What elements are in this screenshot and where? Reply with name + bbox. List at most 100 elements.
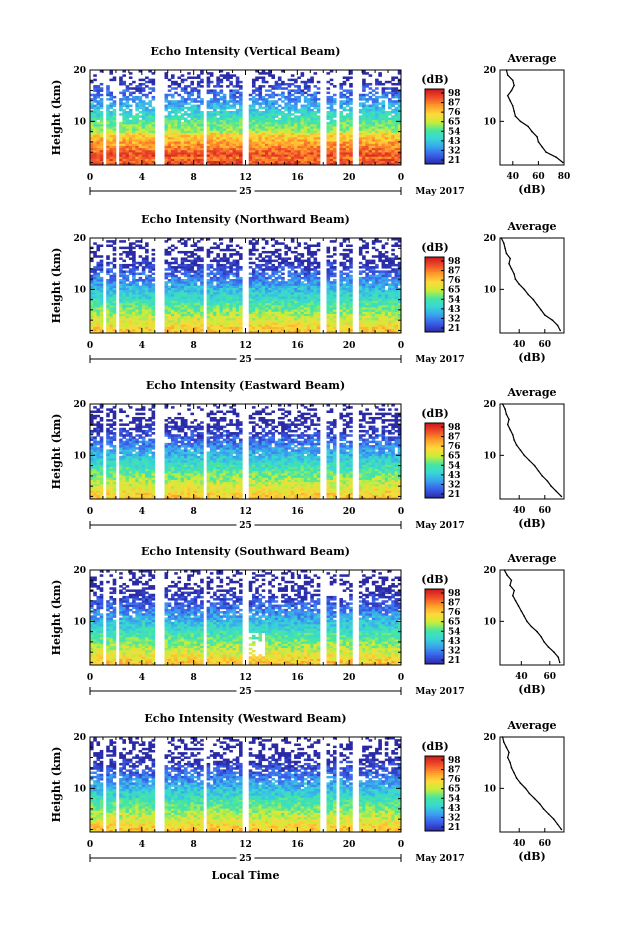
heatmap-cell [262,277,266,280]
heatmap-cell [262,322,266,325]
heatmap-cell [171,288,175,291]
heatmap-cell [229,255,233,258]
heatmap-cell [93,318,97,321]
heatmap-cell [226,150,230,153]
heatmap-cell [304,81,308,84]
heatmap-cell [294,139,298,142]
heatmap-cell [213,113,217,116]
heatmap-cell [284,137,288,140]
heatmap-cell [301,94,305,97]
heatmap-cell [93,141,97,144]
heatmap-cell [106,292,110,295]
heatmap-cell [220,290,224,293]
heatmap-cell [93,329,97,332]
heatmap-cell [297,141,301,144]
colorbar-tick-label: 76 [448,108,461,118]
heatmap-cell [113,303,117,306]
heatmap-cell [122,94,126,97]
heatmap-cell [378,111,382,114]
heatmap-cell [109,270,113,273]
heatmap-cell [294,316,298,319]
heatmap-cell [90,327,94,330]
heatmap-cell [126,124,130,127]
heatmap-cell [236,303,240,306]
heatmap-cell [220,294,224,297]
heatmap-cell [304,152,308,155]
heatmap-cell [190,298,194,301]
heatmap-cell [359,120,363,123]
heatmap-cell [391,87,395,90]
heatmap-cell [135,141,139,144]
heatmap-cell [278,262,282,265]
heatmap-cell [288,154,292,157]
heatmap-cell [171,307,175,310]
heatmap-cell [142,152,146,155]
heatmap-cell [339,128,343,131]
heatmap-cell [96,154,100,157]
heatmap-cell [236,118,240,121]
heatmap-cell [168,286,172,289]
heatmap-cell [142,279,146,282]
heatmap-cell [96,124,100,127]
heatmap-cell [252,320,256,323]
heatmap-cell [391,150,395,153]
heatmap-cell [239,266,243,269]
heatmap-cell [284,87,288,90]
heatmap-cell [184,273,188,276]
heatmap-cell [314,122,318,125]
heatmap-cell [168,324,172,327]
heatmap-cell [275,102,279,105]
heatmap-cell [184,316,188,319]
heatmap-cell [177,133,181,136]
heatmap-cell [174,107,178,110]
heatmap-cell [184,130,188,133]
heatmap-cell [275,329,279,332]
heatmap-cell [258,115,262,118]
heatmap-cell [152,327,156,330]
heatmap-cell [135,288,139,291]
heatmap-cell [129,320,133,323]
heatmap-cell [145,318,149,321]
heatmap-cell [262,120,266,123]
heatmap-cell [100,98,104,101]
heatmap-cell [268,294,272,297]
heatmap-cell [152,320,156,323]
heatmap-cell [229,83,233,86]
heatmap-cell [119,281,123,284]
heatmap-cell [330,107,334,110]
heatmap-cell [249,324,253,327]
heatmap-cell [113,314,117,317]
heatmap-cell [372,107,376,110]
heatmap-cell [210,292,214,295]
heatmap-cell [346,156,350,159]
heatmap-cell [190,115,194,118]
heatmap-cell [382,115,386,118]
heatmap-cell [194,130,198,133]
heatmap-cell [284,244,288,247]
heatmap-cell [268,305,272,308]
heatmap-cell [135,161,139,164]
heatmap-cell [181,156,185,159]
heatmap-cell [233,146,237,149]
heatmap-cell [378,81,382,84]
heatmap-cell [129,311,133,314]
heatmap-cell [194,273,198,276]
heatmap-cell [119,98,123,101]
heatmap-cell [190,307,194,310]
heatmap-cell [288,273,292,276]
heatmap-cell [395,161,399,164]
heatmap-cell [226,283,230,286]
heatmap-cell [187,76,191,79]
heatmap-cell [304,130,308,133]
heatmap-cell [271,307,275,310]
heatmap-cell [106,130,110,133]
heatmap-cell [184,301,188,304]
heatmap-cell [184,311,188,314]
heatmap-cell [365,109,369,112]
heatmap-cell [184,268,188,271]
heatmap-cell [119,324,123,327]
heatmap-cell [294,135,298,138]
y-tick-label: 20 [73,66,86,76]
heatmap-cell [142,102,146,105]
heatmap-cell [278,298,282,301]
